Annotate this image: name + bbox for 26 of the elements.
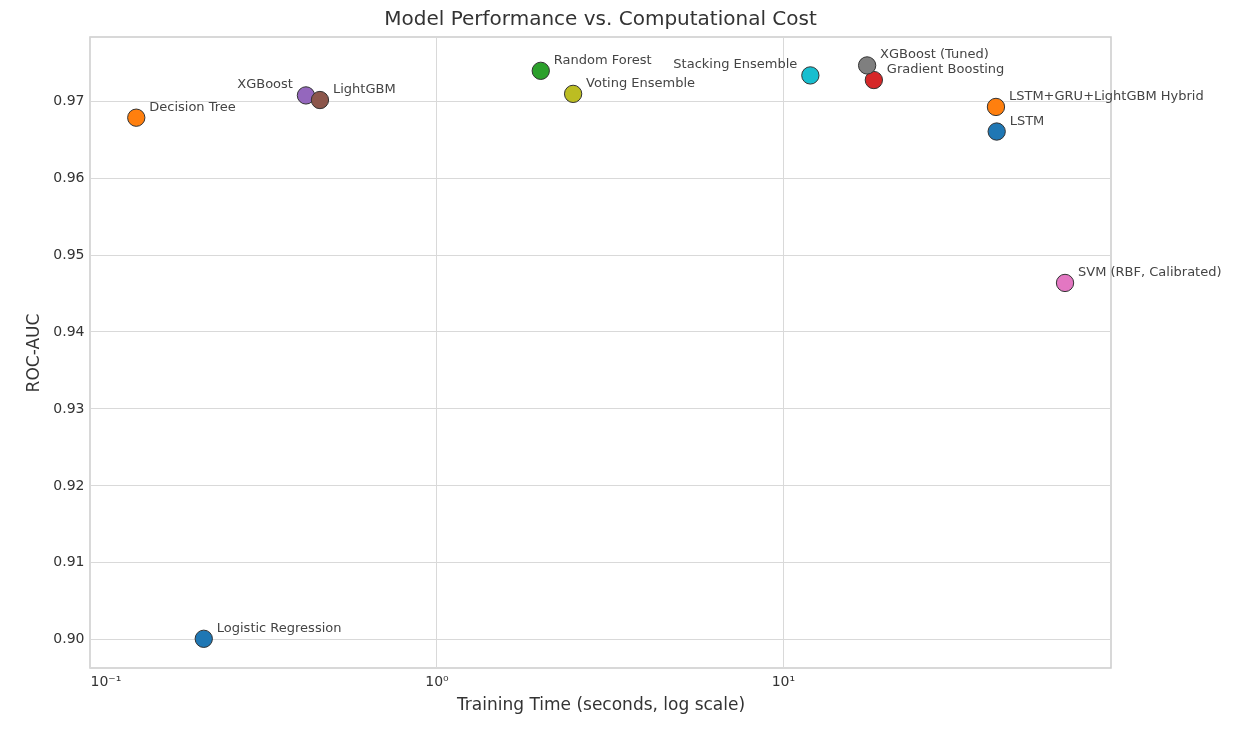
series-label: XGBoost [237,76,293,92]
x-axis-title: Training Time (seconds, log scale) [455,693,746,714]
series-label: LSTM+GRU+LightGBM Hybrid [1008,87,1204,103]
chart-title: Model Performance vs. Computational Cost [384,6,817,30]
y-axis-title: ROC-AUC [23,313,44,393]
y-tick-label: 0.97 [53,92,85,109]
series-label: XGBoost (Tuned) [880,46,989,62]
series-label: Gradient Boosting [886,61,1005,77]
x-tick-label: 10¹ [771,672,796,689]
series-label: LSTM [1009,112,1045,128]
y-tick-label: 0.91 [53,553,85,570]
y-tick-label: 0.95 [53,246,85,263]
y-tick-label: 0.94 [53,322,85,339]
series-label: Random Forest [553,51,652,67]
series-label: Logistic Regression [216,619,342,635]
series-label: Decision Tree [149,98,236,114]
y-tick-label: 0.93 [53,399,85,416]
y-tick-label: 0.92 [53,476,85,493]
y-tick-label: 0.96 [53,169,85,186]
series-label: Stacking Ensemble [673,56,798,72]
x-tick-label: 10⁻¹ [90,672,122,689]
x-tick-label: 10⁰ [425,672,450,689]
series-label: LightGBM [332,81,396,97]
series-label: Voting Ensemble [586,74,696,90]
series-label: SVM (RBF, Calibrated) [1078,263,1222,279]
y-tick-label: 0.90 [53,630,85,647]
